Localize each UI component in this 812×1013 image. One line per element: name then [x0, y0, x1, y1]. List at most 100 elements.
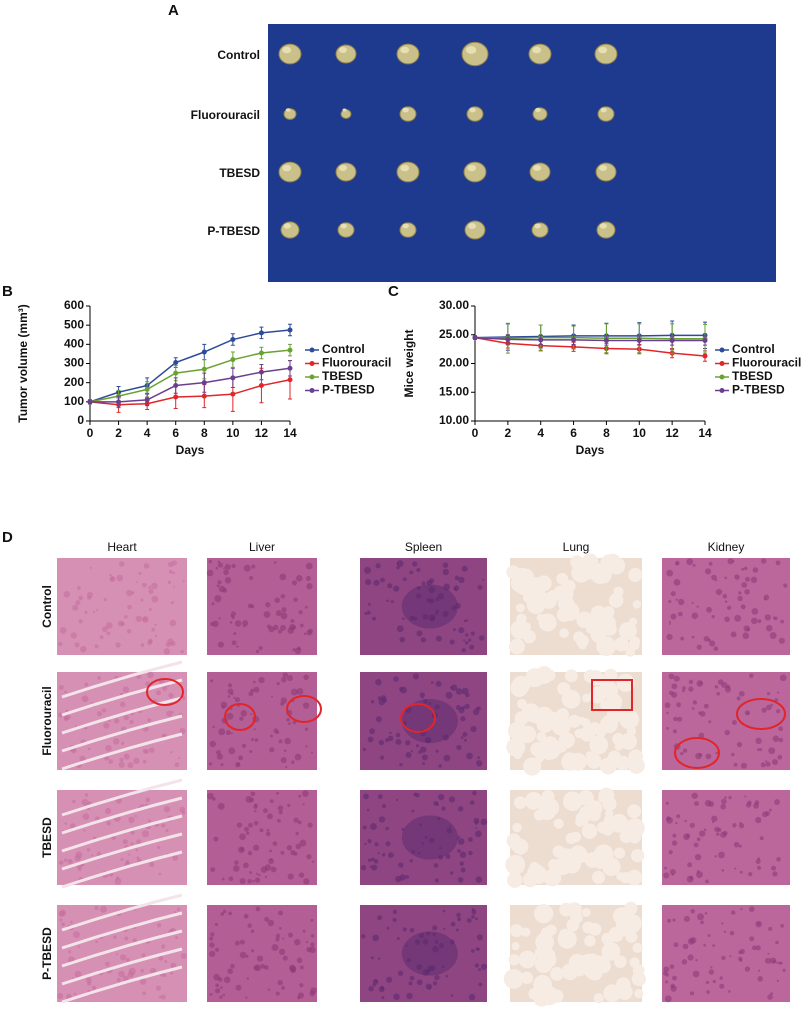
tissue-texture [768, 747, 776, 755]
tissue-texture [687, 862, 693, 868]
tissue-texture [240, 709, 248, 717]
tissue-texture [737, 595, 743, 602]
tissue-texture [776, 709, 781, 714]
tissue-texture [302, 929, 306, 933]
tissue-texture [100, 905, 107, 913]
tissue-texture [220, 763, 224, 767]
tissue-texture [480, 818, 488, 826]
tissue-texture [610, 815, 625, 831]
series-line [89, 329, 291, 403]
tissue-texture [554, 585, 565, 596]
x-tick-label: 14 [283, 426, 297, 440]
tissue-texture [536, 731, 547, 742]
tissue-texture [77, 586, 81, 590]
tissue-texture [140, 969, 144, 973]
tissue-texture [422, 762, 426, 766]
tissue-texture [281, 607, 287, 613]
tissue-texture [144, 749, 150, 755]
tissue-texture [216, 753, 223, 760]
legend-label: Fluorouracil [322, 356, 391, 370]
tissue-texture [669, 869, 676, 875]
tissue-texture [126, 589, 133, 597]
tissue-texture [256, 955, 264, 962]
tissue-texture [406, 992, 413, 1000]
tissue-texture [129, 720, 134, 724]
tissue-texture [268, 858, 274, 865]
tissue-texture [749, 673, 754, 679]
tissue-texture [721, 798, 727, 805]
tissue-texture [402, 927, 407, 932]
tissue-texture [663, 872, 670, 879]
tissue-texture [775, 560, 781, 566]
tissue-texture [84, 793, 89, 797]
tissue-texture [364, 842, 367, 846]
tissue-texture [290, 688, 298, 696]
tissue-texture [267, 813, 273, 820]
tissue-texture [759, 748, 763, 752]
y-axis-label: Tumor volume (mm³) [16, 304, 30, 422]
tissue-image [662, 558, 790, 655]
tumor-highlight [402, 223, 409, 229]
tissue-texture [151, 627, 156, 632]
tissue-texture [220, 986, 223, 989]
tissue-texture [513, 858, 525, 870]
tissue-texture [553, 818, 564, 829]
tissue-texture [142, 616, 149, 623]
tissue-texture [127, 604, 132, 610]
tissue-texture [740, 762, 747, 769]
tissue-texture [591, 870, 606, 884]
tissue-streak [61, 893, 183, 932]
tissue-texture [441, 806, 446, 811]
follicle [401, 584, 458, 629]
tissue-texture [170, 601, 174, 605]
tumor-highlight [600, 107, 607, 113]
tissue-texture [692, 970, 700, 978]
tissue-texture [255, 906, 261, 912]
tissue-texture [721, 869, 725, 872]
tissue-texture [478, 947, 481, 951]
tissue-texture [112, 738, 120, 745]
tissue-texture [310, 934, 315, 938]
annotation-circle [736, 698, 786, 730]
tissue-texture [105, 622, 113, 629]
tissue-texture [297, 820, 302, 825]
tissue-texture [632, 942, 643, 953]
tissue-texture [170, 751, 173, 754]
tissue-texture [475, 827, 478, 830]
tissue-texture [82, 813, 90, 820]
tumor-highlight [599, 223, 607, 229]
tissue-texture [282, 937, 285, 940]
tissue-texture [628, 617, 638, 626]
tissue-texture [699, 681, 703, 685]
tissue-texture [672, 729, 677, 734]
x-tick-label: 4 [144, 426, 151, 440]
tumor [463, 161, 487, 183]
tissue-texture [177, 757, 181, 760]
tissue-texture [87, 595, 92, 600]
tissue-texture [223, 976, 231, 984]
marker [287, 327, 293, 333]
tissue-texture [724, 576, 728, 580]
y-tick-label: 600 [64, 298, 84, 312]
tissue-texture [526, 577, 545, 596]
tissue-texture [273, 561, 277, 564]
tissue-texture [223, 567, 226, 570]
tissue-texture [265, 602, 271, 608]
legend-marker [719, 388, 725, 393]
tissue-texture [87, 747, 91, 751]
tissue-texture [270, 695, 274, 698]
tissue-texture [692, 700, 698, 705]
tissue-texture [396, 937, 400, 940]
tissue-texture [249, 575, 254, 581]
tissue-texture [744, 566, 748, 571]
tissue-texture [368, 602, 371, 606]
tissue-texture [434, 878, 439, 883]
tissue-texture [305, 562, 313, 570]
tissue-texture [511, 569, 523, 581]
tissue-texture [690, 991, 695, 996]
tissue-texture [217, 562, 223, 568]
tissue-texture [277, 805, 284, 811]
tissue-texture [269, 799, 274, 804]
tissue-texture [744, 966, 751, 972]
tissue-texture [512, 822, 522, 833]
